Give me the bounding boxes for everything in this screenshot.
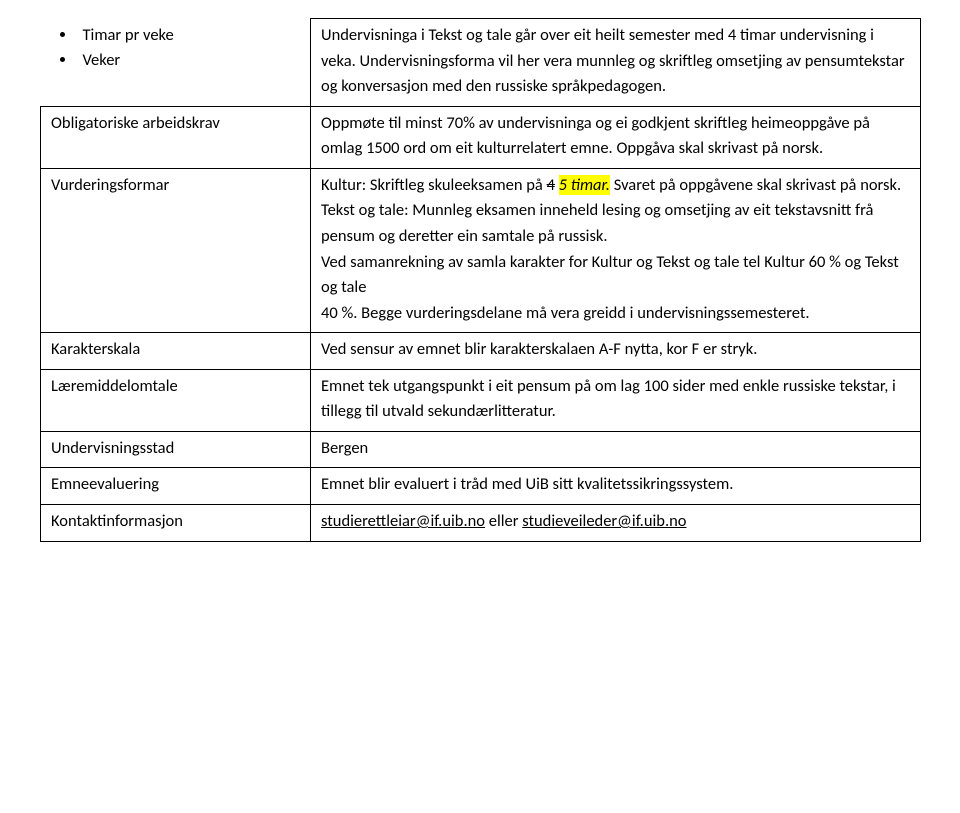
timar-bullets: Timar pr veke Veker	[77, 23, 301, 74]
cell-laeremiddel-text: Emnet tek utgangspunkt i eit pensum på o…	[311, 369, 921, 431]
vurdering-pre: Kultur: Skriftleg skuleeksamen på	[321, 175, 547, 195]
cell-laeremiddel-label: Læremiddelomtale	[41, 369, 311, 431]
bullet-veker: Veker	[77, 48, 301, 74]
row-timar: Timar pr veke Veker Undervisninga i Teks…	[41, 19, 921, 107]
cell-karakter-text: Ved sensur av emnet blir karakterskalaen…	[311, 333, 921, 370]
cell-oblig-label: Obligatoriske arbeidskrav	[41, 106, 311, 168]
cell-timar-label: Timar pr veke Veker	[41, 19, 311, 107]
cell-undervisningsstad-label: Undervisningsstad	[41, 431, 311, 468]
cell-vurdering-text: Kultur: Skriftleg skuleeksamen på 4 5 ti…	[311, 168, 921, 332]
kontakt-mid: eller	[485, 511, 522, 531]
row-kontakt: Kontaktinformasjon studierettleiar@if.ui…	[41, 505, 921, 542]
bullet-timar-pr-veke: Timar pr veke	[77, 23, 301, 49]
row-vurdering: Vurderingsformar Kultur: Skriftleg skule…	[41, 168, 921, 332]
cell-kontakt-text: studierettleiar@if.uib.no eller studieve…	[311, 505, 921, 542]
vurdering-post1: Svaret på oppgåvene skal skrivast på nor…	[610, 175, 901, 195]
cell-timar-text: Undervisninga i Tekst og tale går over e…	[311, 19, 921, 107]
cell-vurdering-label: Vurderingsformar	[41, 168, 311, 332]
row-laeremiddel: Læremiddelomtale Emnet tek utgangspunkt …	[41, 369, 921, 431]
laeremiddel-text: Emnet tek utgangspunkt i eit pensum på o…	[321, 374, 910, 425]
cell-kontakt-label: Kontaktinformasjon	[41, 505, 311, 542]
emneeval-text: Emnet blir evaluert i tråd med UiB sitt …	[321, 472, 910, 498]
cell-emneeval-text: Emnet blir evaluert i tråd med UiB sitt …	[311, 468, 921, 505]
vurdering-highlight: 5 timar.	[559, 175, 610, 195]
course-table: Timar pr veke Veker Undervisninga i Teks…	[40, 18, 921, 542]
vurdering-p4: 40 %. Begge vurderingsdelane må vera gre…	[321, 301, 910, 327]
kontakt-mail-2[interactable]: studieveileder@if.uib.no	[522, 511, 686, 531]
cell-undervisningsstad-text: Bergen	[311, 431, 921, 468]
row-obligatoriske: Obligatoriske arbeidskrav Oppmøte til mi…	[41, 106, 921, 168]
row-emneeval: Emneevaluering Emnet blir evaluert i trå…	[41, 468, 921, 505]
cell-karakter-label: Karakterskala	[41, 333, 311, 370]
vurdering-p2: Tekst og tale: Munnleg eksamen inneheld …	[321, 198, 910, 249]
cell-emneeval-label: Emneevaluering	[41, 468, 311, 505]
oblig-text: Oppmøte til minst 70% av undervisninga o…	[321, 111, 910, 162]
row-undervisningsstad: Undervisningsstad Bergen	[41, 431, 921, 468]
kontakt-mail-1[interactable]: studierettleiar@if.uib.no	[321, 511, 485, 531]
vurdering-strike: 4	[547, 175, 555, 195]
row-karakter: Karakterskala Ved sensur av emnet blir k…	[41, 333, 921, 370]
karakter-text: Ved sensur av emnet blir karakterskalaen…	[321, 337, 910, 363]
timar-text: Undervisninga i Tekst og tale går over e…	[321, 23, 910, 100]
vurdering-p3: Ved samanrekning av samla karakter for K…	[321, 250, 910, 301]
cell-oblig-text: Oppmøte til minst 70% av undervisninga o…	[311, 106, 921, 168]
vurdering-p1: Kultur: Skriftleg skuleeksamen på 4 5 ti…	[321, 173, 910, 199]
